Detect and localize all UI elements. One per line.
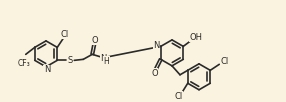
Text: H: H [103,57,109,66]
Text: CF₃: CF₃ [17,59,30,68]
Text: O: O [92,36,99,45]
Text: Cl: Cl [60,30,68,39]
Text: N: N [100,54,106,63]
Text: S: S [67,56,73,65]
Text: Cl: Cl [175,92,183,101]
Text: Cl: Cl [220,57,229,66]
Text: OH: OH [190,33,203,42]
Text: N: N [44,65,50,74]
Text: O: O [151,69,158,78]
Text: N: N [154,41,160,50]
